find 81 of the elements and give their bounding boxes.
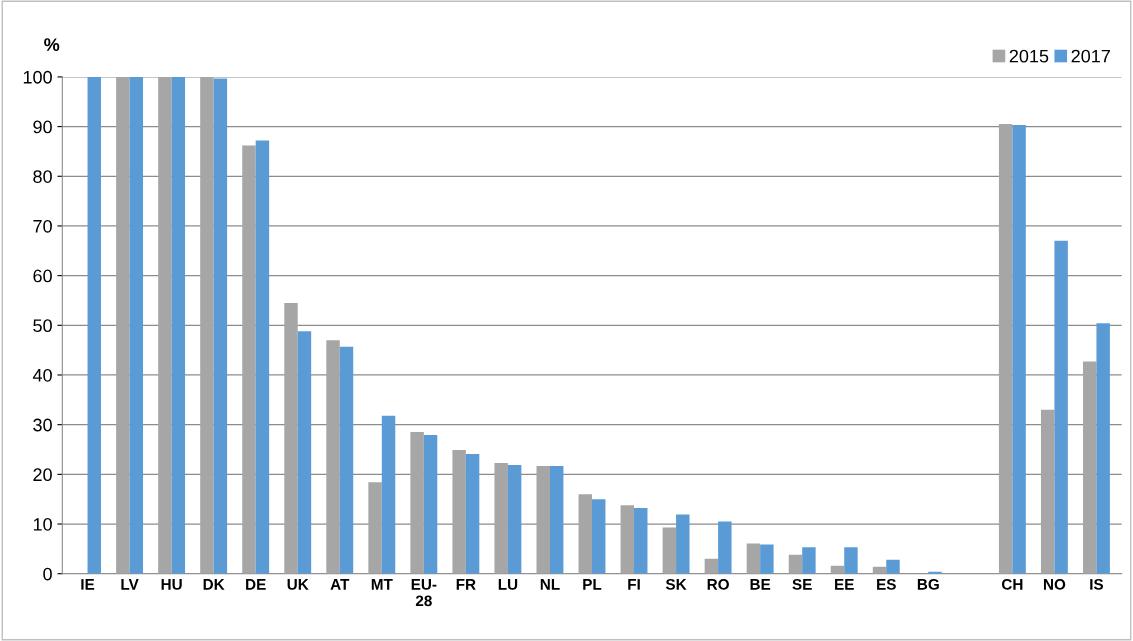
bar: [844, 547, 858, 574]
bar: [494, 462, 508, 574]
y-tick-label: 60: [33, 269, 52, 283]
y-tick-label: 10: [33, 517, 52, 531]
bar: [746, 543, 761, 574]
x-tick-label: DE: [246, 579, 266, 590]
y-axis-title: %: [44, 38, 60, 51]
x-tick-label: FR: [456, 579, 476, 590]
y-tick-label: 80: [33, 170, 52, 183]
bar: [116, 76, 130, 574]
x-tick-label: AT: [330, 579, 350, 590]
bar: [381, 415, 396, 574]
x-tick-label: LV: [121, 579, 139, 590]
bar: [591, 499, 606, 574]
bar: [634, 508, 648, 574]
x-tick-label: HU: [161, 579, 182, 590]
bar: [200, 76, 214, 574]
x-tick-label: PL: [583, 579, 602, 590]
bar: [171, 76, 186, 574]
bar: [1096, 323, 1110, 574]
bar: [1012, 125, 1026, 574]
y-tick-label: 0: [43, 567, 52, 581]
x-tick-label: IS: [1090, 578, 1104, 590]
x-tick-label: LU: [498, 579, 518, 590]
bar: [465, 453, 480, 574]
bar: [549, 465, 564, 574]
bar: [87, 76, 101, 574]
x-tick-label: BE: [750, 579, 771, 590]
bar: [788, 554, 803, 574]
legend-label: 2015: [1009, 49, 1049, 63]
bar: [507, 464, 522, 574]
bar: [536, 465, 550, 574]
y-tick-label: 70: [33, 219, 52, 233]
bar: [284, 302, 298, 574]
bar: [662, 527, 677, 574]
x-tick-label: DK: [203, 579, 225, 590]
bar: [452, 450, 466, 574]
y-tick-label: 100: [23, 70, 52, 84]
legend-label: 2017: [1071, 49, 1110, 63]
x-tick-label: IE: [81, 579, 95, 590]
bar: [886, 559, 900, 574]
x-tick-label: SE: [792, 578, 812, 590]
bar: [410, 432, 424, 574]
bar: [297, 331, 312, 574]
x-tick-label: UK: [287, 579, 309, 590]
bar: [255, 140, 270, 574]
bar: [760, 544, 774, 574]
x-tick-label: SK: [665, 578, 687, 590]
bar: [326, 340, 340, 574]
x-tick-label: ES: [877, 578, 896, 590]
bar: [368, 482, 382, 574]
bar: [158, 76, 172, 574]
x-tick-label: RO: [707, 578, 729, 590]
bar: [718, 521, 732, 574]
x-tick-label: EU- 28: [411, 579, 437, 607]
bar: [339, 346, 354, 574]
x-tick-label: BG: [917, 578, 939, 590]
bar: [704, 558, 719, 574]
bar: [1054, 240, 1068, 574]
x-tick-label: NO: [1043, 578, 1066, 590]
bar: [802, 547, 816, 574]
x-tick-label: NL: [540, 579, 560, 590]
x-tick-label: EE: [835, 579, 854, 590]
y-tick-label: 90: [33, 120, 52, 134]
bar: [242, 145, 256, 574]
x-tick-label: CH: [1001, 578, 1023, 590]
y-tick-label: 20: [33, 468, 52, 482]
bar: [578, 494, 592, 574]
y-tick-label: 40: [32, 368, 52, 382]
bar: [1040, 409, 1055, 574]
bar: [998, 124, 1013, 574]
bar: [676, 514, 690, 574]
bar: [1083, 361, 1097, 574]
x-tick-label: FI: [628, 579, 640, 590]
bar: [423, 435, 438, 574]
y-tick-label: 30: [33, 418, 52, 432]
y-tick-label: 50: [33, 319, 52, 333]
bar: [129, 76, 144, 574]
bar: [620, 505, 635, 574]
bar: [213, 78, 228, 574]
x-tick-label: MT: [371, 579, 393, 590]
